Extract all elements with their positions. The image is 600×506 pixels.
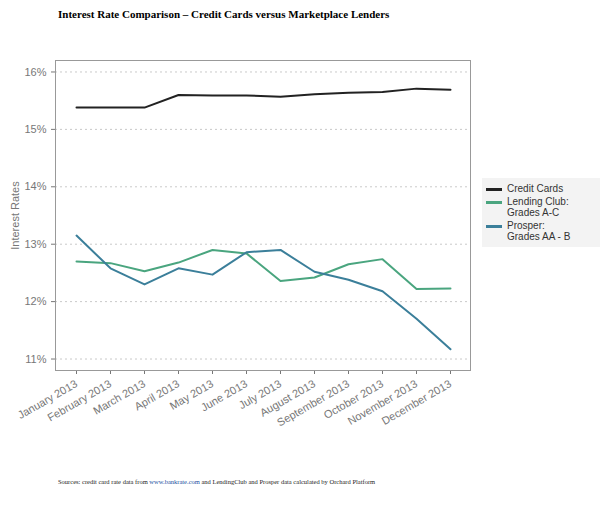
svg-text:January 2013: January 2013: [15, 377, 80, 422]
svg-text:16%: 16%: [24, 66, 46, 78]
svg-text:December 2013: December 2013: [379, 377, 453, 427]
html-text:Prosper:: Prosper:: [507, 220, 545, 231]
svg-text:13%: 13%: [24, 238, 46, 250]
svg-text:November 2013: November 2013: [345, 377, 420, 427]
html-text:Interest Rate Comparison – Cre: Interest Rate Comparison – Credit Cards …: [58, 8, 390, 20]
svg-text:March 2013: March 2013: [90, 377, 148, 417]
html-text:Sources: credit card rate data: Sources: credit card rate data from www.…: [58, 478, 376, 485]
svg-text:Interest Rates: Interest Rates: [9, 181, 21, 250]
svg-text:August 2013: August 2013: [257, 377, 318, 419]
svg-text:15%: 15%: [24, 123, 46, 135]
svg-text:April 2013: April 2013: [132, 377, 182, 413]
html-text:Grades A-C: Grades A-C: [507, 207, 560, 218]
html-text:Lending Club:: Lending Club:: [507, 196, 569, 207]
svg-text:February 2013: February 2013: [45, 377, 114, 424]
svg-text:July 2013: July 2013: [236, 377, 284, 412]
svg-text:11%: 11%: [25, 353, 46, 365]
svg-text:14%: 14%: [24, 180, 46, 192]
svg-text:May 2013: May 2013: [167, 377, 216, 412]
svg-text:September 2013: September 2013: [274, 377, 352, 429]
svg-text:June 2013: June 2013: [198, 377, 250, 414]
html-text:Grades AA - B: Grades AA - B: [507, 231, 571, 242]
svg-text:12%: 12%: [24, 295, 46, 307]
svg-text:October 2013: October 2013: [321, 377, 386, 422]
html-text:Credit Cards: Credit Cards: [507, 183, 564, 194]
